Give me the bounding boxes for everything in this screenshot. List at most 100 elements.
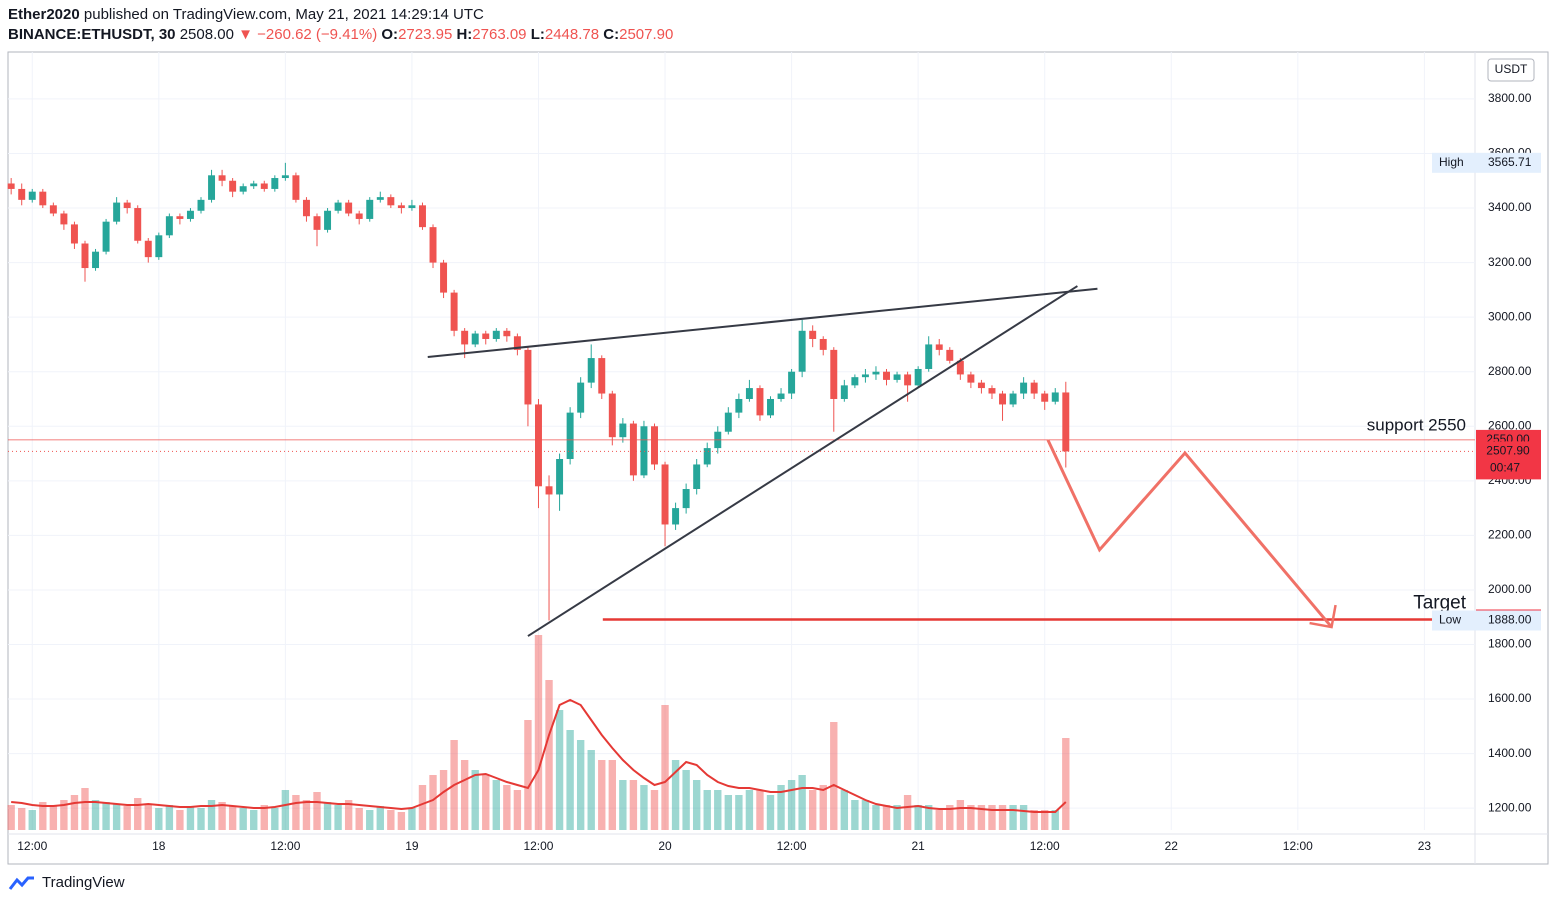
volume-bar bbox=[176, 810, 184, 830]
volume-bar bbox=[946, 805, 954, 830]
candle-body bbox=[313, 216, 321, 230]
x-tick-label: 18 bbox=[152, 839, 166, 853]
candle-body bbox=[239, 186, 247, 192]
volume-bar bbox=[650, 790, 659, 830]
candle-body bbox=[165, 216, 173, 236]
projection bbox=[1046, 439, 1333, 629]
candle-body bbox=[861, 374, 869, 378]
volume-bar bbox=[534, 635, 543, 830]
candle-body bbox=[186, 210, 194, 219]
candle-body bbox=[767, 398, 774, 416]
volume-bar bbox=[524, 720, 532, 830]
volume-bar bbox=[566, 730, 574, 830]
target-label: Target bbox=[1413, 593, 1467, 614]
volume-bar bbox=[366, 810, 374, 830]
volume-bar bbox=[165, 805, 174, 830]
volume-bar bbox=[482, 775, 490, 830]
high-value: 3565.71 bbox=[1488, 155, 1532, 169]
candle-body bbox=[155, 235, 163, 258]
candle-body bbox=[967, 374, 975, 383]
volume-bar bbox=[144, 804, 152, 830]
candle-body bbox=[39, 191, 47, 206]
symbol: BINANCE:ETHUSDT, 30 bbox=[8, 26, 176, 43]
y-tick-label: 3000.00 bbox=[1488, 309, 1532, 323]
volume-bar bbox=[1019, 805, 1028, 830]
brand: TradingView bbox=[42, 874, 125, 891]
candle-body bbox=[113, 202, 121, 222]
volume-bar bbox=[893, 805, 901, 830]
candle-body bbox=[197, 199, 205, 211]
candle-body bbox=[102, 221, 110, 252]
candle-body bbox=[229, 180, 237, 192]
footer: TradingView bbox=[8, 874, 125, 891]
volume-bar bbox=[545, 680, 553, 830]
candle-body bbox=[18, 188, 26, 200]
candle-body bbox=[735, 398, 743, 413]
candle-body bbox=[577, 382, 585, 413]
volume-bar bbox=[313, 792, 321, 830]
volume-bar bbox=[228, 806, 237, 830]
volume-bar bbox=[102, 802, 110, 830]
candle-body bbox=[387, 197, 395, 206]
volume-bar bbox=[714, 790, 722, 830]
volume-bar bbox=[661, 705, 669, 830]
x-tick-label: 12:00 bbox=[17, 839, 47, 853]
volume-bar bbox=[134, 798, 142, 830]
candle-body bbox=[503, 330, 511, 337]
volume-bar bbox=[629, 780, 638, 830]
countdown: 00:47 bbox=[1490, 461, 1520, 475]
candle-body bbox=[260, 183, 268, 189]
volume-bar bbox=[576, 740, 585, 830]
volume-bar bbox=[28, 810, 36, 830]
ohlc-value: 2763.09 bbox=[472, 26, 527, 43]
y-tick-label: 2000.00 bbox=[1488, 582, 1532, 596]
candle-body bbox=[651, 426, 658, 465]
candle-body bbox=[440, 262, 448, 293]
volume-bar bbox=[60, 800, 68, 830]
published: published on TradingView.com, May 21, 20… bbox=[83, 6, 484, 23]
volume-bar bbox=[123, 806, 131, 830]
x-tick-label: 22 bbox=[1165, 839, 1179, 853]
candle-body bbox=[956, 360, 964, 375]
candle-body bbox=[60, 213, 68, 225]
trendline bbox=[527, 285, 1078, 637]
candle-body bbox=[176, 216, 184, 219]
last: 2508.00 bbox=[179, 26, 234, 43]
volume-bar bbox=[608, 760, 616, 830]
last-price-label: 2507.90 bbox=[1486, 444, 1530, 458]
volume-bar bbox=[640, 785, 648, 830]
volume-bar bbox=[492, 780, 500, 830]
candle-body bbox=[819, 338, 827, 350]
candle-body bbox=[619, 423, 627, 438]
candle-body bbox=[809, 330, 817, 339]
x-tick-label: 23 bbox=[1418, 839, 1432, 853]
volume-bar bbox=[18, 808, 26, 830]
candle-body bbox=[798, 330, 806, 372]
volume-bar bbox=[703, 790, 711, 830]
volume-bar bbox=[587, 750, 595, 830]
volume-bar bbox=[91, 800, 100, 830]
y-tick-label: 3800.00 bbox=[1488, 91, 1532, 105]
volume-bar bbox=[756, 790, 764, 830]
y-tick-label: 2600.00 bbox=[1488, 418, 1532, 432]
candle-body bbox=[1062, 392, 1070, 452]
x-tick-label: 12:00 bbox=[777, 839, 807, 853]
candle-body bbox=[840, 385, 848, 399]
volume-bar bbox=[292, 795, 300, 830]
y-tick-label: 1200.00 bbox=[1488, 800, 1532, 814]
high-box bbox=[1432, 152, 1541, 173]
volume-bar bbox=[925, 805, 933, 830]
candle-body bbox=[1041, 393, 1049, 402]
y-tick-label: 2800.00 bbox=[1488, 364, 1532, 378]
volume-bar bbox=[418, 785, 427, 830]
candle-body bbox=[81, 243, 89, 269]
volume-bar bbox=[840, 790, 849, 830]
candle-body bbox=[745, 388, 753, 399]
volume-bar bbox=[682, 770, 690, 830]
candle-body bbox=[334, 202, 342, 211]
x-tick-label: 12:00 bbox=[270, 839, 300, 853]
candle-body bbox=[7, 183, 15, 189]
candle-body bbox=[830, 349, 838, 399]
volume-bar bbox=[777, 785, 785, 830]
